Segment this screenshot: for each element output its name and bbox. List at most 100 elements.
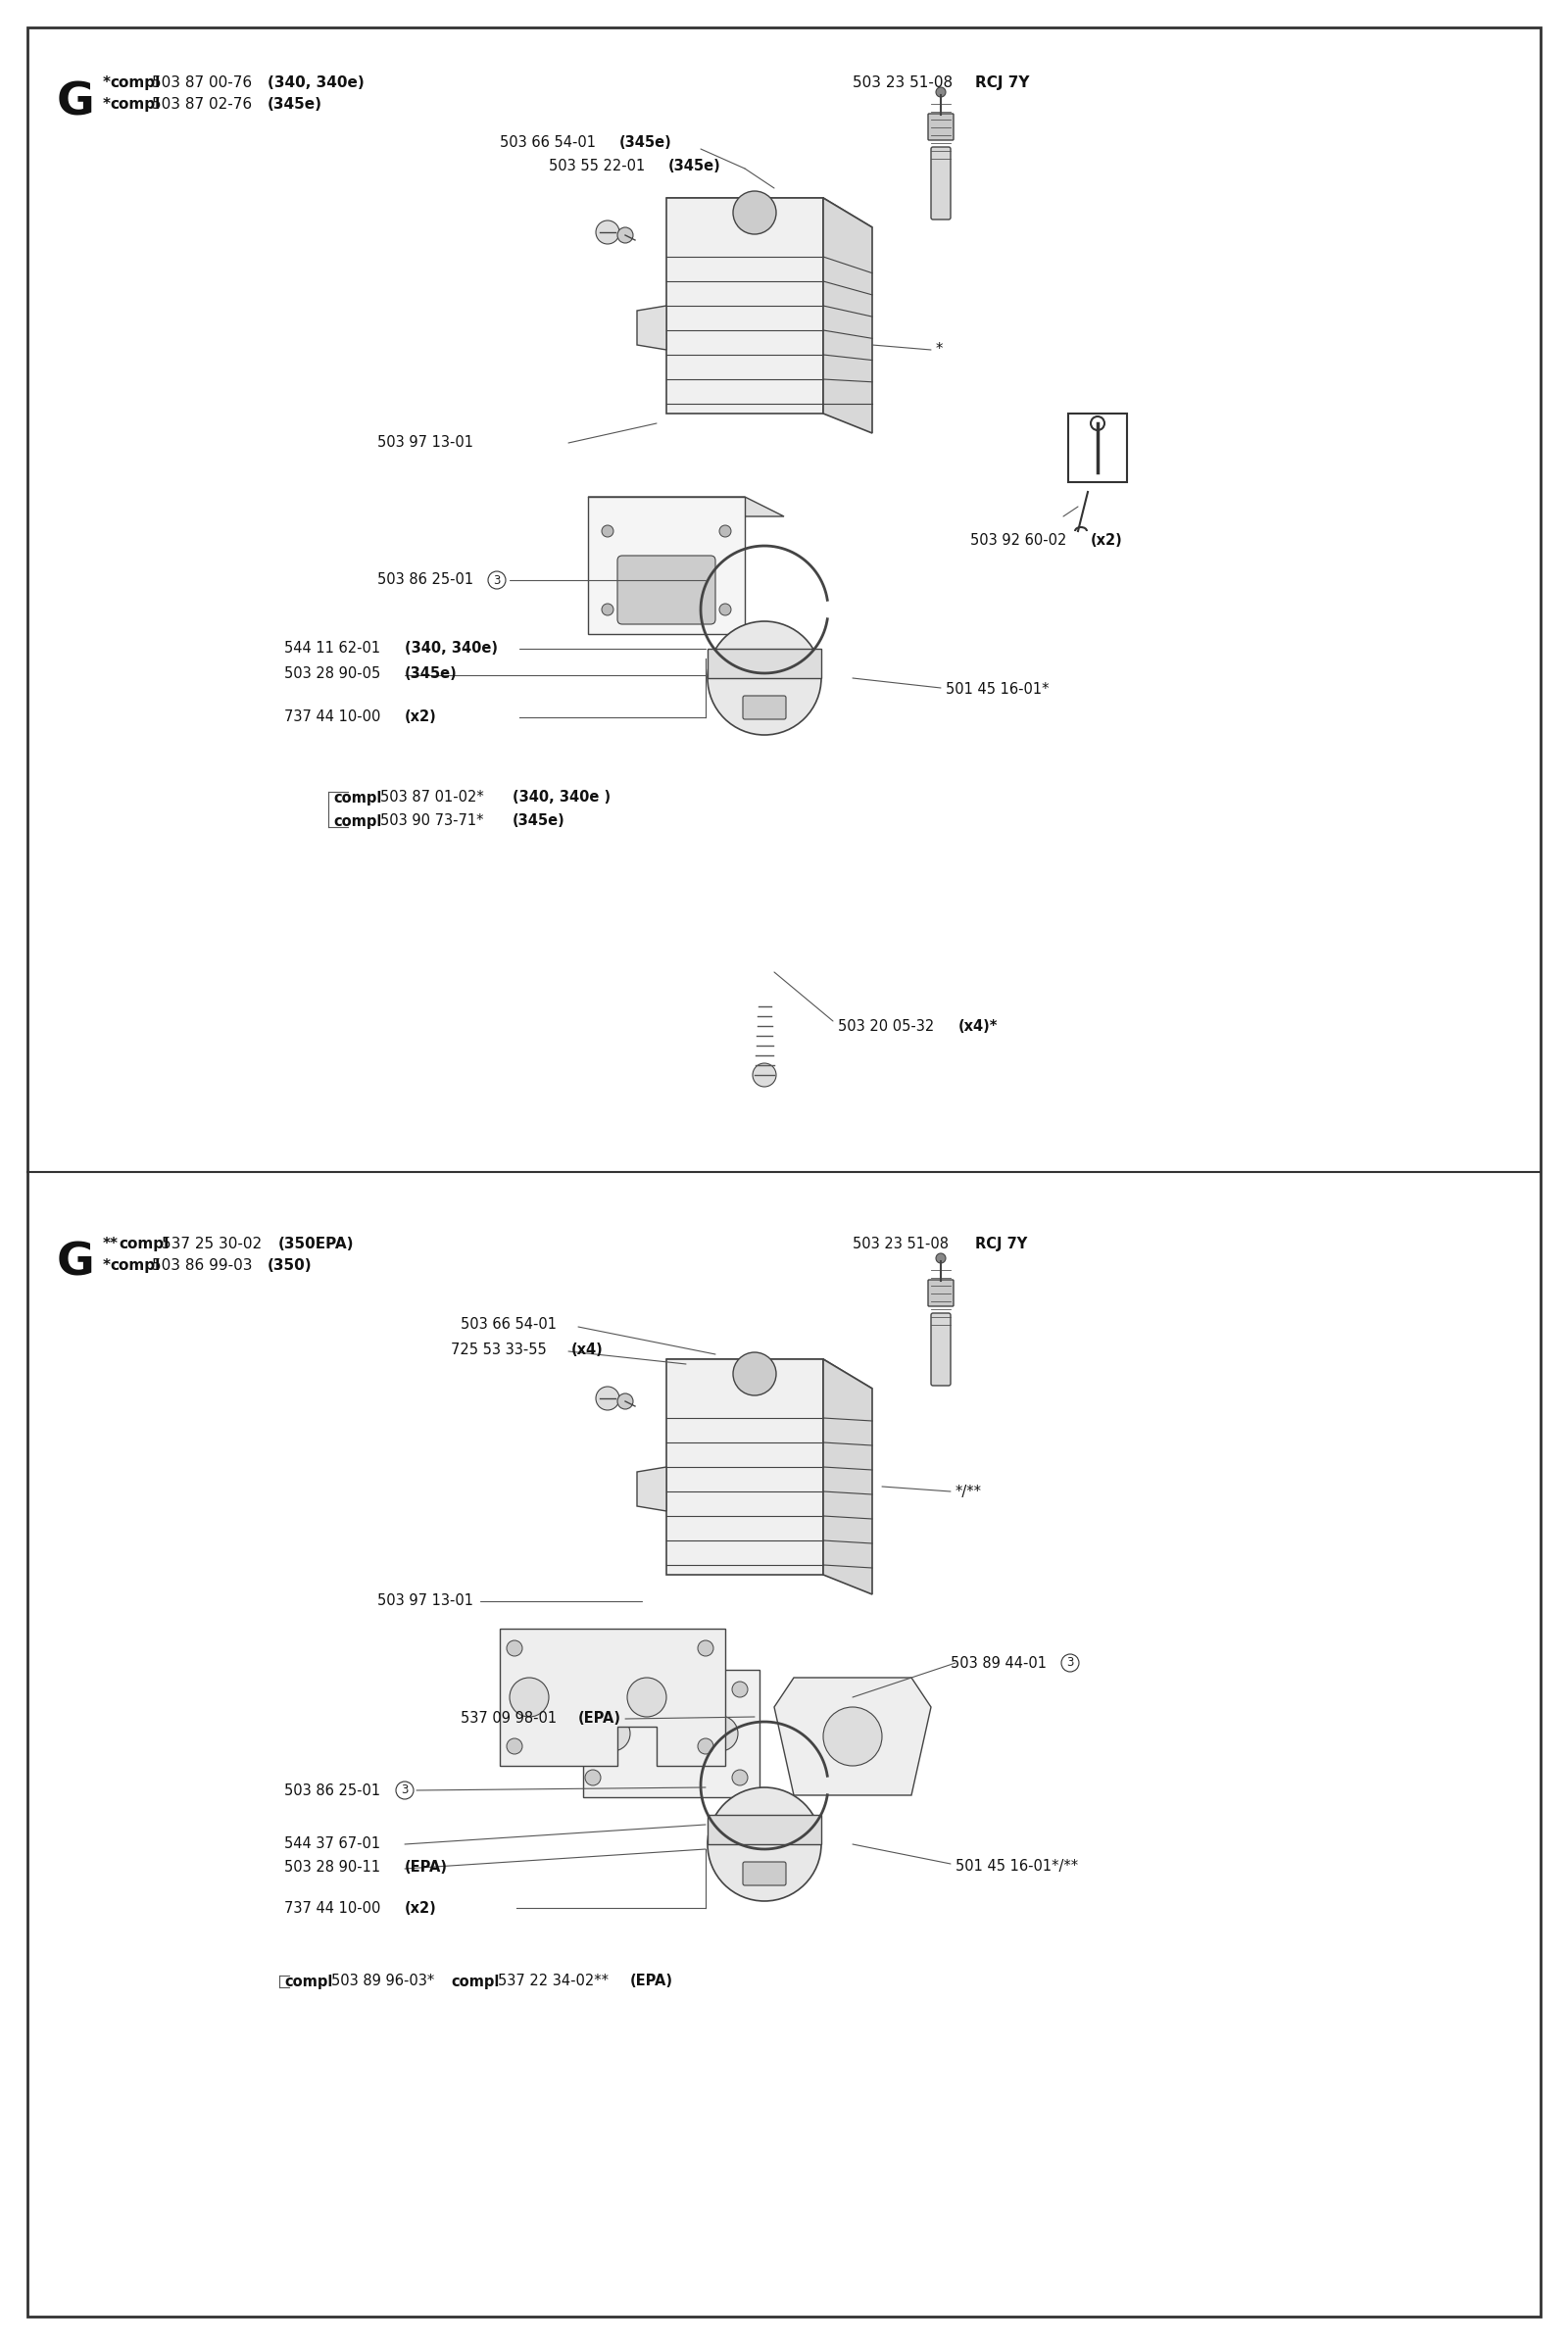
Circle shape bbox=[753, 1064, 776, 1088]
Text: */**: */** bbox=[955, 1484, 982, 1498]
Circle shape bbox=[698, 1641, 713, 1657]
Text: compl: compl bbox=[332, 790, 381, 804]
Polygon shape bbox=[583, 1669, 759, 1798]
Text: G: G bbox=[56, 1242, 94, 1285]
Polygon shape bbox=[666, 1360, 823, 1575]
FancyBboxPatch shape bbox=[931, 1313, 950, 1385]
Text: 3: 3 bbox=[494, 574, 500, 586]
Circle shape bbox=[707, 621, 822, 736]
Circle shape bbox=[618, 227, 633, 244]
Circle shape bbox=[823, 1706, 881, 1765]
Circle shape bbox=[734, 1352, 776, 1395]
Text: 503 28 90-11: 503 28 90-11 bbox=[284, 1859, 381, 1875]
Polygon shape bbox=[775, 1678, 931, 1796]
Circle shape bbox=[720, 605, 731, 616]
Text: (x4)*: (x4)* bbox=[958, 1020, 999, 1034]
Text: G: G bbox=[56, 80, 94, 124]
Circle shape bbox=[936, 1254, 946, 1263]
FancyBboxPatch shape bbox=[618, 556, 715, 624]
Circle shape bbox=[596, 1388, 619, 1411]
Circle shape bbox=[707, 1788, 822, 1901]
Text: (EPA): (EPA) bbox=[405, 1859, 448, 1875]
Text: (x2): (x2) bbox=[1091, 534, 1123, 548]
Text: 544 37 67-01: 544 37 67-01 bbox=[284, 1838, 381, 1852]
Circle shape bbox=[602, 525, 613, 537]
Circle shape bbox=[618, 1392, 633, 1409]
Text: 501 45 16-01*: 501 45 16-01* bbox=[946, 682, 1049, 696]
Polygon shape bbox=[823, 197, 872, 434]
Text: (x4): (x4) bbox=[571, 1343, 604, 1357]
Text: 503 87 01-02*: 503 87 01-02* bbox=[379, 790, 485, 804]
Text: (x2): (x2) bbox=[405, 1901, 437, 1915]
Text: 737 44 10-00: 737 44 10-00 bbox=[284, 710, 381, 724]
Text: 537 22 34-02**: 537 22 34-02** bbox=[499, 1974, 608, 1988]
Text: (350): (350) bbox=[268, 1259, 312, 1273]
Text: (345e): (345e) bbox=[405, 666, 458, 680]
Circle shape bbox=[585, 1770, 601, 1786]
Text: 537 09 98-01: 537 09 98-01 bbox=[461, 1711, 557, 1725]
Circle shape bbox=[720, 525, 731, 537]
FancyBboxPatch shape bbox=[743, 1861, 786, 1885]
Text: (350EPA): (350EPA) bbox=[279, 1238, 354, 1252]
Circle shape bbox=[506, 1739, 522, 1753]
Circle shape bbox=[734, 192, 776, 234]
Text: (x2): (x2) bbox=[405, 710, 437, 724]
Circle shape bbox=[585, 1681, 601, 1697]
Circle shape bbox=[698, 1739, 713, 1753]
FancyBboxPatch shape bbox=[928, 113, 953, 141]
Text: (EPA): (EPA) bbox=[630, 1974, 673, 1988]
Text: 503 28 90-05: 503 28 90-05 bbox=[284, 666, 381, 680]
Text: 503 86 99-03: 503 86 99-03 bbox=[152, 1259, 252, 1273]
Text: 503 23 51-08: 503 23 51-08 bbox=[853, 1238, 949, 1252]
Polygon shape bbox=[666, 197, 823, 413]
Polygon shape bbox=[823, 1360, 872, 1594]
Polygon shape bbox=[707, 649, 822, 677]
Text: 3: 3 bbox=[401, 1784, 408, 1798]
Text: (345e): (345e) bbox=[513, 813, 564, 827]
Text: 503 23 51-08: 503 23 51-08 bbox=[853, 75, 953, 89]
Text: 725 53 33-55: 725 53 33-55 bbox=[452, 1343, 547, 1357]
Text: 503 55 22-01: 503 55 22-01 bbox=[549, 159, 644, 173]
Circle shape bbox=[594, 1716, 630, 1751]
Text: (345e): (345e) bbox=[668, 159, 721, 173]
Polygon shape bbox=[637, 305, 666, 349]
Circle shape bbox=[627, 1678, 666, 1716]
Text: compl: compl bbox=[284, 1974, 332, 1988]
Text: (340, 340e): (340, 340e) bbox=[405, 642, 499, 656]
Text: compl: compl bbox=[110, 75, 160, 89]
Circle shape bbox=[936, 87, 946, 96]
Text: 503 97 13-01: 503 97 13-01 bbox=[378, 1594, 474, 1608]
Text: 503 66 54-01: 503 66 54-01 bbox=[500, 134, 596, 150]
Circle shape bbox=[506, 1641, 522, 1657]
Text: 537 25 30-02: 537 25 30-02 bbox=[162, 1238, 262, 1252]
Text: (EPA): (EPA) bbox=[579, 1711, 621, 1725]
Text: 503 97 13-01: 503 97 13-01 bbox=[378, 436, 474, 450]
Text: 503 86 25-01: 503 86 25-01 bbox=[284, 1784, 381, 1798]
FancyBboxPatch shape bbox=[743, 696, 786, 720]
Circle shape bbox=[702, 1716, 739, 1751]
Text: *: * bbox=[103, 75, 111, 89]
Text: 503 20 05-32: 503 20 05-32 bbox=[837, 1020, 935, 1034]
Polygon shape bbox=[588, 497, 745, 633]
Text: compl: compl bbox=[332, 813, 381, 827]
Text: 503 92 60-02: 503 92 60-02 bbox=[971, 534, 1066, 548]
Text: (345e): (345e) bbox=[268, 96, 323, 113]
Text: *: * bbox=[936, 342, 942, 356]
Polygon shape bbox=[500, 1629, 724, 1765]
Text: 503 89 44-01: 503 89 44-01 bbox=[950, 1655, 1047, 1671]
Text: 503 90 73-71*: 503 90 73-71* bbox=[379, 813, 483, 827]
Text: (340, 340e ): (340, 340e ) bbox=[513, 790, 610, 804]
Polygon shape bbox=[707, 1814, 822, 1845]
Polygon shape bbox=[666, 197, 872, 227]
Circle shape bbox=[510, 1678, 549, 1716]
Text: 503 86 25-01: 503 86 25-01 bbox=[378, 572, 474, 588]
Text: 503 89 96-03*: 503 89 96-03* bbox=[331, 1974, 434, 1988]
Text: compl: compl bbox=[110, 96, 160, 113]
Text: RCJ 7Y: RCJ 7Y bbox=[975, 1238, 1027, 1252]
Circle shape bbox=[596, 220, 619, 244]
Text: 544 11 62-01: 544 11 62-01 bbox=[284, 642, 381, 656]
Text: compl: compl bbox=[110, 1259, 160, 1273]
Text: (340, 340e): (340, 340e) bbox=[268, 75, 364, 89]
Text: 737 44 10-00: 737 44 10-00 bbox=[284, 1901, 381, 1915]
Circle shape bbox=[732, 1681, 748, 1697]
